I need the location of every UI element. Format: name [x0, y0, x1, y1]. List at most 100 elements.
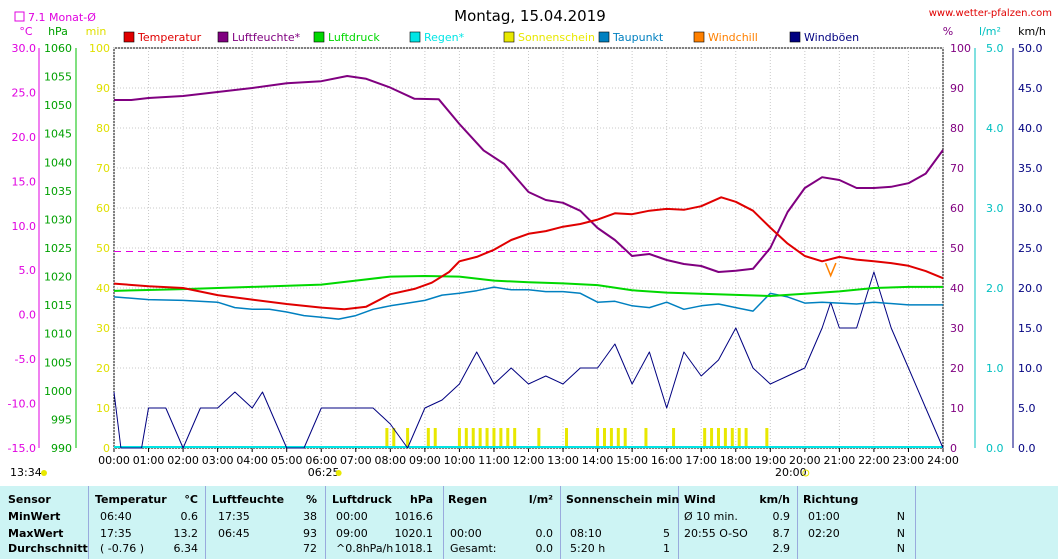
- sunshine-bar: [457, 428, 461, 448]
- page-title: Montag, 15.04.2019: [454, 7, 606, 25]
- sunshine-bar: [485, 428, 489, 448]
- wind-tick-label: 10.0: [1018, 362, 1043, 375]
- pressure-tick-label: 1050: [44, 99, 72, 112]
- table-header: hPa: [409, 493, 433, 506]
- sunshine-bar: [737, 428, 741, 448]
- series-luftfeuchte-line: [114, 75, 944, 273]
- pressure-tick-label: 1010: [44, 328, 72, 341]
- temp-tick-label: 15.0: [12, 175, 37, 188]
- wind-tick-label: 50.0: [1018, 42, 1043, 55]
- stats-table: Sensor Temperatur °C Luftfeuchte% Luftdruck h…: [0, 486, 1058, 559]
- table-header: Sonnenschein min: [566, 493, 680, 506]
- cell-dir-time: 02:20: [808, 527, 840, 540]
- rain-tick-label: 4.0: [986, 122, 1004, 135]
- sunshine-bar: [710, 428, 714, 448]
- month-avg-label: 7.1 Monat-Ø: [28, 11, 96, 24]
- x-tick-label: 05:00: [271, 454, 303, 467]
- cell-press: 1018.1: [394, 542, 434, 555]
- rain-unit: l/m²: [979, 25, 1001, 38]
- temp-tick-label: 20.0: [12, 131, 37, 144]
- sunshine-bar: [723, 428, 727, 448]
- sun-tick-label: 90: [96, 82, 110, 95]
- sunshine-bar: [433, 428, 437, 448]
- temp-tick-label: -5.0: [15, 353, 36, 366]
- temp-tick-label: -15.0: [8, 442, 36, 455]
- table-header: Temperatur: [95, 493, 167, 506]
- temp-tick-label: 30.0: [12, 42, 37, 55]
- pressure-unit: hPa: [48, 25, 68, 38]
- x-tick-label: 13:00: [547, 454, 579, 467]
- table-header: Regen: [448, 493, 488, 506]
- humidity-tick-label: 10: [950, 402, 964, 415]
- sunrise-label: 06:25: [308, 466, 340, 479]
- sun-unit: min: [86, 25, 107, 38]
- humidity-tick-label: 70: [950, 162, 964, 175]
- sunshine-bar: [744, 428, 748, 448]
- sunshine-bar: [499, 428, 503, 448]
- table-divider: [678, 486, 679, 559]
- cell-hum-time: 06:45: [218, 527, 250, 540]
- humidity-tick-label: 100: [950, 42, 971, 55]
- pressure-tick-label: 995: [51, 413, 72, 426]
- sun-icon: [335, 470, 342, 476]
- x-tick-label: 19:00: [754, 454, 786, 467]
- site-link: www.wetter-pfalzen.com: [929, 8, 1052, 19]
- sunshine-bar: [426, 428, 430, 448]
- table-divider: [88, 486, 89, 559]
- legend-swatch: [598, 31, 610, 43]
- sunshine-bar: [471, 428, 475, 448]
- pressure-tick-label: 1040: [44, 156, 72, 169]
- x-tick-label: 00:00: [98, 454, 130, 467]
- cell-wind-label: 20:55 O-SO: [684, 527, 748, 540]
- table-header: Wind: [684, 493, 716, 506]
- humidity-unit: %: [943, 25, 953, 38]
- wind-tick-label: 5.0: [1018, 402, 1036, 415]
- sunshine-bar: [564, 428, 568, 448]
- x-tick-label: 14:00: [582, 454, 614, 467]
- sun-tick-label: 40: [96, 282, 110, 295]
- pressure-tick-label: 990: [51, 442, 72, 455]
- table-header: Luftfeuchte: [212, 493, 285, 506]
- sun-tick-label: 50: [96, 242, 110, 255]
- humidity-tick-label: 20: [950, 362, 964, 375]
- x-tick-label: 20:00: [789, 454, 821, 467]
- cell-hum: 93: [303, 527, 317, 540]
- series-windchill-line: [824, 262, 837, 278]
- x-tick-label: 17:00: [685, 454, 717, 467]
- x-tick-label: 11:00: [478, 454, 510, 467]
- pressure-tick-label: 1060: [44, 42, 72, 55]
- pressure-tick-label: 1000: [44, 385, 72, 398]
- sunshine-bar: [616, 428, 620, 448]
- rain-tick-label: 3.0: [986, 202, 1004, 215]
- wind-tick-label: 15.0: [1018, 322, 1043, 335]
- sunshine-bar: [644, 428, 648, 448]
- temp-tick-label: 10.0: [12, 220, 37, 233]
- temp-tick-label: -10.0: [8, 398, 36, 411]
- sunshine-bar: [765, 428, 769, 448]
- x-tick-label: 10:00: [444, 454, 476, 467]
- wind-tick-label: 35.0: [1018, 162, 1043, 175]
- series-luftdruck-line: [113, 275, 943, 297]
- cell-press-time: ^0.8hPa/h: [336, 542, 394, 555]
- table-header: °C: [184, 493, 198, 506]
- table-header: %: [305, 493, 317, 506]
- x-tick-label: 04:00: [236, 454, 268, 467]
- humidity-tick-label: 0: [950, 442, 957, 455]
- sunshine-bar: [506, 428, 510, 448]
- legend-swatch: [123, 31, 135, 43]
- x-tick-label: 23:00: [893, 454, 925, 467]
- cell-dir: N: [896, 527, 905, 540]
- x-tick-label: 16:00: [651, 454, 683, 467]
- x-tick-label: 07:00: [340, 454, 372, 467]
- legend-label: Taupunkt: [612, 31, 664, 44]
- cell-temp-time: 06:40: [100, 510, 132, 523]
- sunshine-bar: [464, 428, 468, 448]
- table-divider: [560, 486, 561, 559]
- cell-rain-time: Gesamt:: [450, 542, 497, 555]
- cell-hum-time: 17:35: [218, 510, 250, 523]
- x-tick-label: 03:00: [202, 454, 234, 467]
- pressure-tick-label: 1030: [44, 213, 72, 226]
- legend-label: Temperatur: [137, 31, 202, 44]
- cell-rain: 0.0: [535, 527, 554, 540]
- pressure-tick-label: 1035: [44, 185, 72, 198]
